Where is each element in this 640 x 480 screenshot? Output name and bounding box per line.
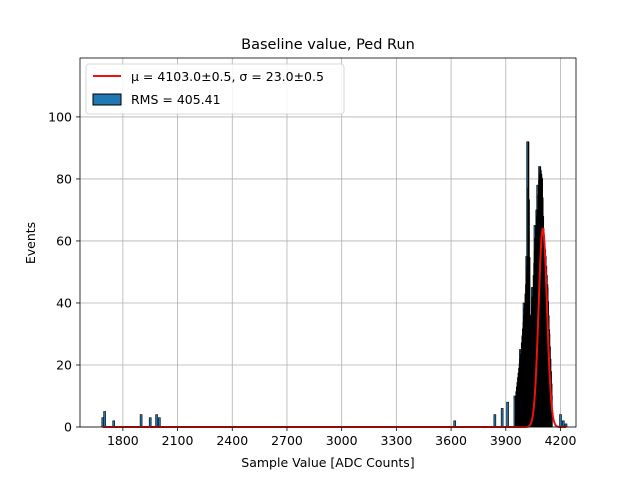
histogram-bar [148,417,152,428]
legend-hist-swatch [92,93,122,106]
y-tick-label: 20 [56,357,72,372]
x-tick-label: 2100 [162,433,194,448]
legend-box [85,63,345,115]
x-tick-label: 2400 [216,433,248,448]
y-tick-label: 40 [56,295,72,310]
legend-hist-label: RMS = 405.41 [131,92,221,107]
histogram-bar [506,401,509,428]
grid [80,58,576,428]
x-axis-label: Sample Value [ADC Counts] [241,455,414,470]
y-tick-label: 0 [64,420,72,435]
histogram-bar [500,408,504,428]
x-tick-label: 3300 [380,433,412,448]
histogram-bar [493,414,497,428]
plot-frame [79,57,577,428]
chart-title: Baseline value, Ped Run [241,37,415,53]
axis-ticks: 1800 2100 2400 2700 3000 3300 3600 3900 4200 0 20 4… [48,109,576,448]
y-axis-label: Events [23,222,38,264]
y-tick-label: 100 [48,109,72,124]
plot-background [80,58,576,427]
legend-fit-label: μ = 4103.0±0.5, σ = 23.0±0.5 [131,69,324,84]
legend: μ = 4103.0±0.5, σ = 23.0±0.5 RMS = 405.4… [85,63,345,115]
x-tick-label: 2700 [271,433,303,448]
histogram-bar [158,417,161,428]
histogram-bar [559,414,562,428]
x-tick-label: 3900 [490,433,522,448]
y-tick-label: 60 [56,233,72,248]
histogram-bar [139,414,143,428]
histogram-bar [103,411,106,428]
x-tick-label: 4200 [545,433,577,448]
histogram-bar [155,414,158,428]
y-tick-label: 80 [56,171,72,186]
x-tick-label: 1800 [107,433,139,448]
x-tick-label: 3000 [326,433,358,448]
x-tick-label: 3600 [435,433,467,448]
